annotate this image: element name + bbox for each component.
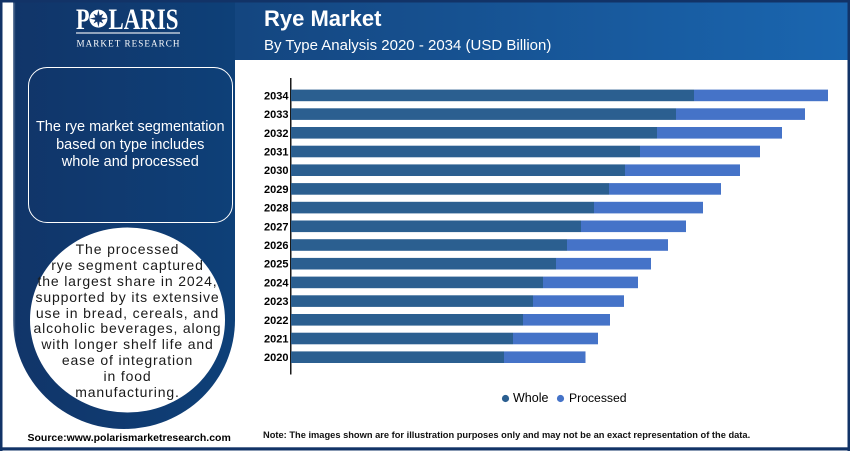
- svg-text:2024: 2024: [264, 277, 289, 289]
- svg-text:2034: 2034: [264, 90, 289, 102]
- svg-text:2028: 2028: [264, 203, 288, 215]
- svg-text:2029: 2029: [264, 184, 288, 196]
- svg-text:LARIS: LARIS: [109, 3, 179, 36]
- svg-text:2027: 2027: [264, 221, 288, 233]
- svg-text:2033: 2033: [264, 109, 288, 121]
- svg-text:2020: 2020: [264, 352, 288, 364]
- svg-text:2031: 2031: [264, 147, 288, 159]
- svg-text:2023: 2023: [264, 296, 288, 308]
- svg-text:MARKET RESEARCH: MARKET RESEARCH: [77, 38, 182, 48]
- svg-text:P: P: [76, 3, 90, 36]
- svg-text:2026: 2026: [264, 240, 288, 252]
- svg-text:2032: 2032: [264, 128, 288, 140]
- svg-text:2025: 2025: [264, 259, 288, 271]
- svg-text:2030: 2030: [264, 165, 288, 177]
- svg-text:2021: 2021: [264, 334, 288, 346]
- svg-text:2022: 2022: [264, 315, 288, 327]
